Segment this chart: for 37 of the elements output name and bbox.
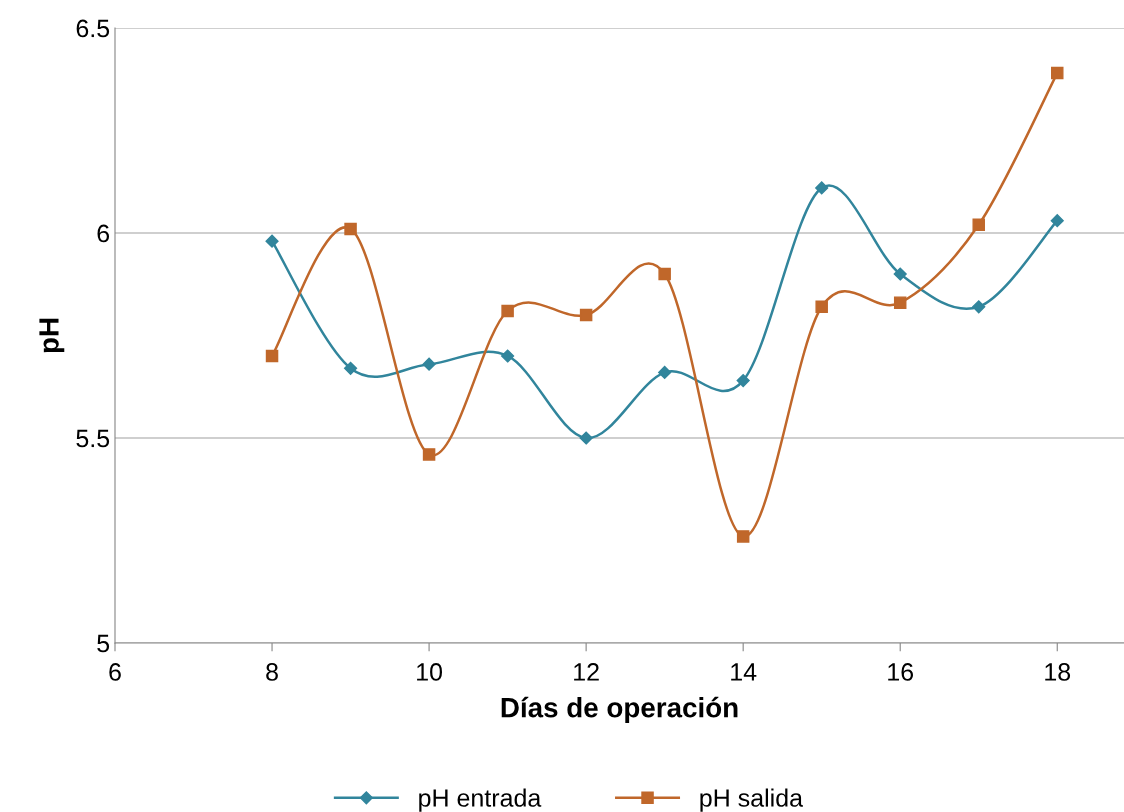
x-tick-label: 10 xyxy=(417,663,443,681)
point xyxy=(265,349,279,363)
point xyxy=(658,365,672,379)
point xyxy=(815,181,829,195)
point xyxy=(736,374,750,388)
point xyxy=(579,431,593,445)
y-tick-label: 6 xyxy=(97,224,110,243)
point xyxy=(972,218,985,232)
x-tick-label: 14 xyxy=(731,663,757,681)
y-tick-label: 5 xyxy=(97,634,110,653)
y-tick-label: 6.5 xyxy=(76,19,110,38)
x-axis-title: Días de operación xyxy=(501,696,738,723)
point xyxy=(815,300,828,314)
x-tick-label: 16 xyxy=(888,663,914,681)
x-tick-label: 6 xyxy=(109,663,121,681)
point xyxy=(893,296,907,309)
point xyxy=(1051,66,1064,80)
point xyxy=(344,222,357,236)
point xyxy=(501,349,515,363)
point xyxy=(422,448,436,461)
point xyxy=(422,357,436,371)
y-axis-title: pH xyxy=(39,318,65,353)
x-tick-label: 18 xyxy=(1045,663,1071,681)
point xyxy=(736,530,750,543)
y-tick-label: 5.5 xyxy=(76,429,110,448)
legend-label: pH salida xyxy=(700,788,803,812)
point xyxy=(343,361,358,375)
x-tick-label: 12 xyxy=(574,663,599,681)
point xyxy=(501,304,514,318)
point xyxy=(658,267,671,281)
point xyxy=(579,308,593,322)
point xyxy=(1050,214,1064,228)
point xyxy=(972,300,986,314)
point xyxy=(893,267,907,281)
point xyxy=(265,234,279,248)
legend-label: pH entrada xyxy=(419,788,542,812)
x-tick-label: 8 xyxy=(266,663,278,681)
